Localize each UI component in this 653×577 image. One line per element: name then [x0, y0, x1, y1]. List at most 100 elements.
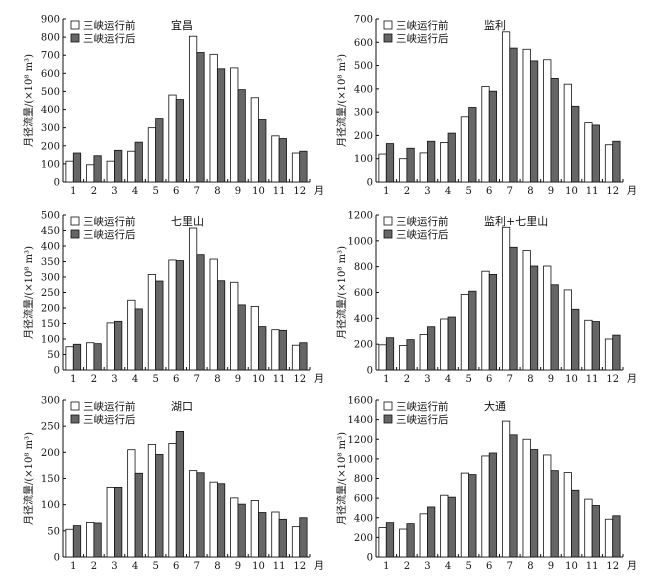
legend-label-before: 三峡运行前 [83, 19, 136, 32]
bar-before [291, 344, 301, 371]
bar-before [440, 318, 449, 371]
bar-before [481, 86, 490, 183]
x-tick-label: 1 [383, 186, 389, 197]
bar-after [529, 60, 539, 183]
bar-after [571, 105, 580, 183]
station-title: 大通 [484, 399, 506, 413]
bar-before [168, 259, 177, 371]
bar-before [501, 420, 511, 558]
y-axis-label: 月径流量/(×10⁸ m³) [335, 432, 348, 525]
y-axis-label: 月径流量/(×10⁸ m³) [22, 54, 35, 147]
y-tick-label: 1600 [348, 396, 373, 407]
y-tick-label: 1000 [348, 454, 373, 465]
bar-after [72, 343, 82, 371]
y-tick-label: 400 [354, 84, 373, 95]
bar-before [604, 338, 614, 371]
y-tick-label: 0 [367, 366, 373, 377]
bar-before [168, 94, 177, 183]
bar-before [543, 59, 552, 183]
y-tick-label: 300 [41, 123, 60, 134]
x-tick-label: 3 [424, 374, 430, 385]
x-unit-label: 月 [314, 560, 324, 572]
bar-after [134, 472, 143, 558]
legend-swatch-before [70, 216, 80, 226]
bar-after [237, 304, 246, 371]
bar-before [250, 306, 259, 371]
y-tick-label: 0 [54, 178, 60, 189]
bar-after [114, 320, 123, 371]
bar-after [216, 483, 226, 558]
legend-swatch-before [383, 401, 393, 411]
bar-after [406, 523, 415, 558]
bar-before [584, 122, 593, 183]
bar-after [237, 503, 246, 558]
x-tick-label: 4 [132, 186, 138, 197]
x-tick-label: 7 [507, 186, 513, 197]
bar-before [230, 281, 239, 371]
x-tick-label: 1 [70, 374, 76, 385]
legend-label-after: 三峡运行后 [396, 32, 449, 45]
y-tick-label: 50 [47, 350, 60, 361]
x-tick-label: 9 [548, 561, 554, 572]
legend-label-before: 三峡运行前 [83, 400, 136, 413]
bar-after [216, 280, 226, 371]
bar-after [385, 143, 395, 183]
x-tick-label: 9 [235, 374, 241, 385]
bar-before [106, 486, 115, 558]
x-tick-label: 5 [152, 186, 158, 197]
bar-before [584, 319, 593, 371]
bar-after [591, 505, 600, 558]
bar-after [114, 149, 123, 183]
bar-after [299, 150, 308, 183]
bar-before [419, 152, 428, 183]
x-tick-label: 10 [565, 561, 578, 572]
x-tick-label: 2 [404, 374, 410, 385]
x-tick-label: 3 [111, 561, 117, 572]
bar-after [406, 147, 415, 183]
x-tick-label: 9 [235, 561, 241, 572]
y-tick-label: 50 [47, 526, 60, 537]
bar-after [468, 474, 477, 558]
y-tick-label: 600 [354, 38, 373, 49]
bar-before [127, 299, 136, 371]
legend-swatch-before [70, 401, 80, 411]
bar-before [522, 48, 531, 183]
legend-label-after: 三峡运行后 [83, 413, 136, 426]
legend-swatch-before [70, 20, 80, 30]
y-tick-label: 1000 [348, 236, 373, 247]
bar-before [440, 494, 449, 558]
y-tick-label: 200 [41, 304, 60, 315]
bar-after [571, 489, 580, 558]
bar-before [209, 481, 218, 558]
x-unit-label: 月 [314, 185, 324, 197]
bar-before [65, 346, 74, 371]
x-tick-label: 5 [152, 374, 158, 385]
x-tick-label: 4 [445, 374, 451, 385]
bar-after [258, 512, 267, 558]
y-tick-label: 400 [41, 242, 60, 253]
x-tick-label: 7 [507, 561, 513, 572]
x-tick-label: 9 [548, 186, 554, 197]
legend-swatch-before [383, 216, 393, 226]
y-tick-label: 300 [41, 396, 60, 407]
y-tick-label: 450 [41, 226, 60, 237]
station-title: 湖口 [171, 400, 193, 413]
bar-before [399, 345, 408, 371]
y-tick-label: 1200 [348, 211, 373, 222]
x-tick-label: 2 [91, 561, 97, 572]
bar-after [427, 140, 436, 183]
bar-after [385, 522, 395, 558]
y-tick-label: 300 [354, 108, 373, 119]
x-tick-label: 5 [465, 186, 471, 197]
legend-label-after: 三峡运行后 [396, 413, 449, 426]
bar-before [584, 498, 593, 558]
x-tick-label: 3 [424, 561, 430, 572]
bar-after [278, 518, 287, 558]
y-tick-label: 1400 [348, 415, 373, 426]
x-tick-label: 11 [273, 374, 286, 385]
legend-label-before: 三峡运行前 [83, 215, 136, 228]
bar-before [378, 527, 387, 558]
x-tick-label: 1 [383, 561, 389, 572]
x-tick-label: 12 [293, 186, 306, 197]
